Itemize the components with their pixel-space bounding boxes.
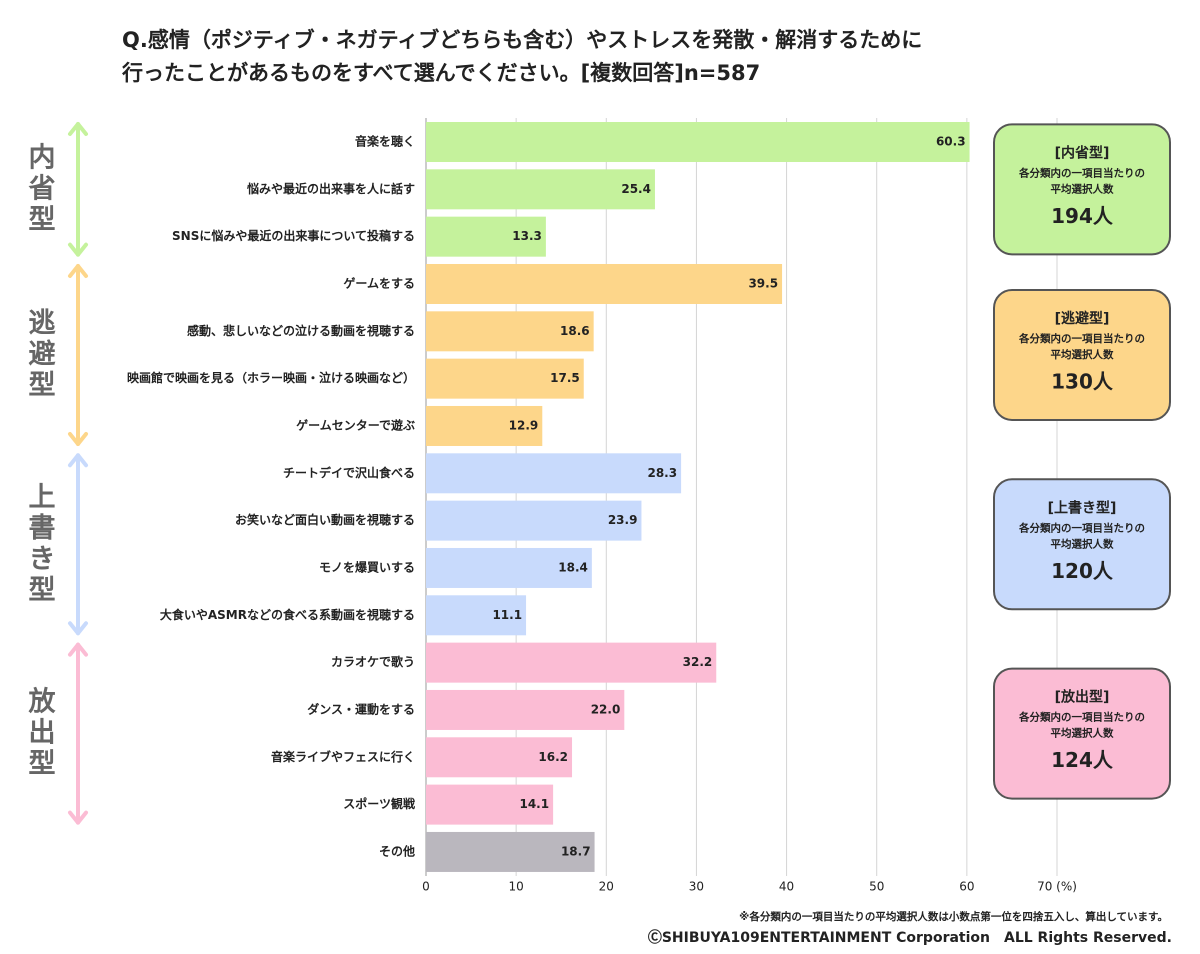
bar — [426, 642, 717, 683]
category-label: SNSに悩みや最近の出来事について投稿する — [172, 228, 415, 243]
category-label: その他 — [379, 843, 415, 858]
bar — [426, 216, 546, 257]
category-label: 悩みや最近の出来事を人に話す — [246, 181, 415, 196]
bar — [426, 169, 655, 210]
bar — [426, 311, 594, 352]
group-box — [993, 288, 1171, 421]
x-tick-label: 60 — [959, 880, 974, 894]
x-tick-label: 30 — [689, 880, 704, 894]
copyright: ⒸSHIBUYA109ENTERTAINMENT Corporation ALL… — [648, 929, 1172, 946]
category-label: 感動、悲しいなどの泣ける動画を視聴する — [187, 323, 415, 338]
box-average: 120人 — [1051, 559, 1114, 583]
category-label: ダンス・運動をする — [307, 701, 415, 716]
category-label: スポーツ観戦 — [343, 796, 416, 811]
category-label: 音楽を聴く — [355, 134, 415, 149]
value-label: 18.4 — [558, 560, 588, 574]
category-label: ゲームをする — [343, 275, 415, 290]
box-label: [上書き型] — [1048, 499, 1117, 516]
value-label: 18.7 — [561, 844, 591, 858]
chart-title: Q.感情（ポジティブ・ネガティブどちらも含む）やストレスを発散・解消するために — [122, 28, 922, 52]
box-note: 平均選択人数 — [1051, 537, 1114, 550]
x-tick-label: 20 — [599, 880, 614, 894]
box-note: 平均選択人数 — [1051, 182, 1114, 195]
category-label: ゲームセンターで遊ぶ — [296, 417, 415, 432]
category-label: 音楽ライブやフェスに行く — [271, 749, 415, 764]
box-note: 各分類内の一項目当たりの — [1018, 711, 1145, 724]
category-label: 大食いやASMRなどの食べる系動画を視聴する — [160, 607, 415, 622]
value-label: 60.3 — [936, 135, 966, 149]
category-label: チートデイで沢山食べる — [283, 465, 415, 480]
box-average: 194人 — [1051, 204, 1114, 228]
group-box — [993, 478, 1171, 611]
box-note: 平均選択人数 — [1051, 348, 1114, 361]
arrow-head — [68, 431, 88, 446]
value-label: 12.9 — [509, 418, 539, 432]
footnote: ※各分類内の一項目当たりの平均選択人数は小数点第一位を四捨五入し、算出しています… — [739, 910, 1168, 923]
box-average: 124人 — [1051, 748, 1114, 772]
bar — [426, 500, 642, 541]
box-note: 各分類内の一項目当たりの — [1018, 332, 1145, 345]
box-note: 各分類内の一項目当たりの — [1018, 521, 1145, 534]
arrow-head — [68, 810, 88, 825]
x-tick-label: 70 (%) — [1037, 880, 1077, 894]
value-label: 16.2 — [538, 750, 568, 764]
category-label: お笑いなど面白い動画を視聴する — [235, 512, 415, 527]
value-label: 25.4 — [621, 182, 651, 196]
bar — [426, 405, 543, 446]
value-label: 13.3 — [512, 229, 542, 243]
bar — [426, 358, 584, 399]
x-tick-label: 0 — [422, 880, 430, 894]
group-name: 内省型 — [29, 142, 56, 235]
group-box — [993, 123, 1171, 256]
chart-title: 行ったことがあるものをすべて選んでください。[複数回答]n=587 — [121, 61, 760, 85]
box-note: 各分類内の一項目当たりの — [1018, 166, 1145, 179]
value-label: 18.6 — [560, 324, 590, 338]
value-label: 22.0 — [591, 702, 621, 716]
bar — [426, 784, 554, 825]
arrow-head — [68, 263, 88, 278]
bar — [426, 595, 527, 636]
bar — [426, 689, 625, 730]
value-label: 32.2 — [683, 655, 713, 669]
value-label: 39.5 — [748, 276, 778, 290]
category-label: カラオケで歌う — [331, 654, 415, 669]
value-label: 14.1 — [519, 797, 549, 811]
value-label: 28.3 — [647, 466, 677, 480]
value-label: 11.1 — [492, 608, 522, 622]
box-label: [内省型] — [1055, 144, 1110, 161]
group-name: 放出型 — [28, 685, 57, 779]
grid — [515, 118, 1058, 876]
value-label: 23.9 — [608, 513, 638, 527]
box-note: 平均選択人数 — [1051, 727, 1114, 740]
category-label: モノを爆買いする — [319, 559, 415, 574]
bar — [426, 263, 783, 304]
bar — [426, 831, 595, 872]
value-label: 17.5 — [550, 371, 580, 385]
category-label: 映画館で映画を見る（ホラー映画・泣ける映画など） — [127, 370, 415, 385]
bar — [426, 122, 970, 162]
group-name: 逃避型 — [29, 307, 56, 400]
box-average: 130人 — [1051, 369, 1114, 393]
arrow-head — [68, 122, 88, 136]
box-label: [放出型] — [1055, 689, 1110, 706]
bar — [426, 737, 573, 778]
x-tick-label: 40 — [779, 880, 794, 894]
bar — [426, 453, 682, 494]
x-tick-label: 50 — [869, 880, 884, 894]
arrow-head — [68, 242, 88, 257]
group-name: 上書き型 — [29, 481, 56, 605]
arrow-head — [68, 453, 88, 468]
bar — [426, 547, 592, 588]
box-label: [逃避型] — [1055, 310, 1110, 327]
arrow-head — [68, 642, 88, 657]
group-box — [993, 667, 1171, 800]
arrow-head — [68, 621, 88, 636]
x-tick-label: 10 — [509, 880, 524, 894]
